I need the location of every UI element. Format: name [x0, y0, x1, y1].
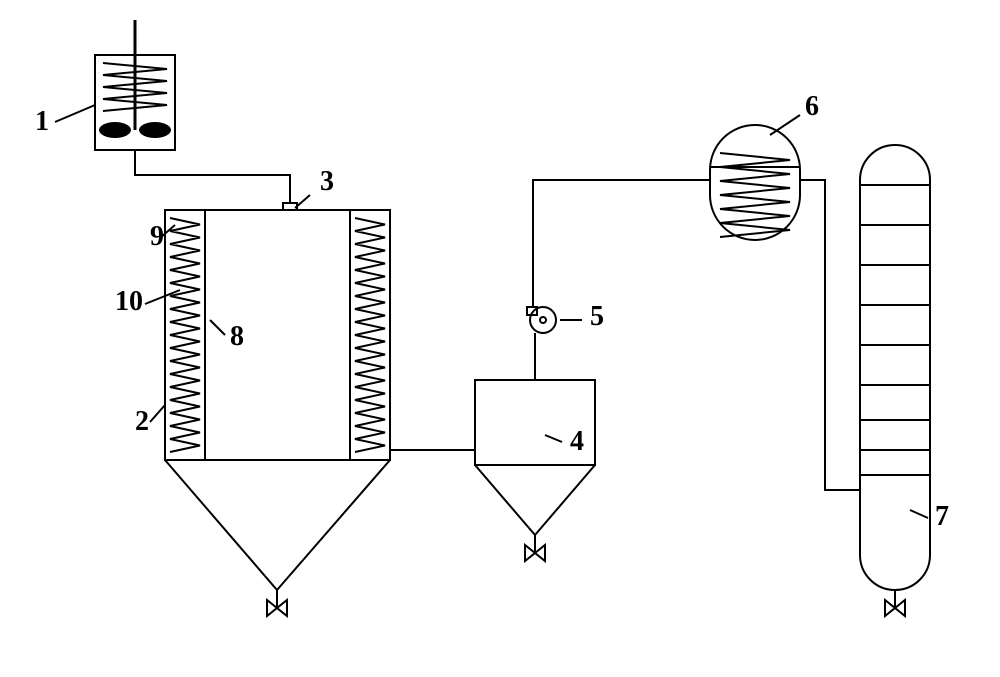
label-L10: 10	[115, 286, 143, 317]
label-L8: 8	[230, 321, 244, 352]
label-L6: 6	[805, 91, 819, 122]
feed-tank	[95, 20, 175, 150]
piping	[135, 150, 860, 490]
label-L5: 5	[590, 301, 604, 332]
label-L9: 9	[150, 221, 164, 252]
label-L3: 3	[320, 166, 334, 197]
label-L2: 2	[135, 406, 149, 437]
label-L4: 4	[570, 426, 584, 457]
condenser	[710, 125, 800, 240]
process-diagram: 1 2 3 4 5 6 7 8 9 10	[0, 0, 1000, 677]
label-L1: 1	[35, 106, 49, 137]
label-L7: 7	[935, 501, 949, 532]
separator	[475, 380, 595, 535]
pump	[527, 307, 556, 333]
drain-valves	[267, 535, 905, 616]
reactor	[165, 203, 390, 590]
column	[860, 145, 930, 590]
